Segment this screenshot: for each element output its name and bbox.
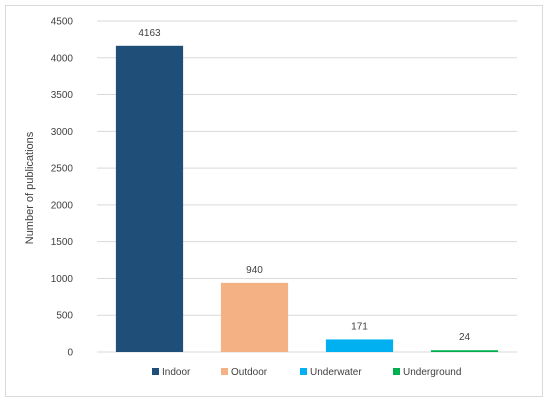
y-tick-label: 4000 [51, 53, 74, 64]
legend-label-indoor: Indoor [162, 367, 191, 378]
bar-outdoor [220, 282, 289, 352]
y-tick-label: 500 [56, 311, 73, 322]
y-tick-label: 4500 [51, 17, 74, 28]
legend-swatch-outdoor [221, 368, 228, 375]
y-axis-label: Number of publications [24, 131, 36, 244]
legend-swatch-underwater [300, 368, 307, 375]
y-axis-ticks: 0 500 1000 1500 2000 2500 3000 3500 4000 4500 [51, 17, 74, 359]
y-tick-label: 2500 [51, 164, 74, 175]
data-label-underground: 24 [459, 332, 471, 343]
data-label-indoor: 4163 [138, 28, 161, 39]
legend-label-outdoor: Outdoor [231, 367, 268, 378]
bar-underground [430, 350, 499, 352]
data-labels: 4163 940 171 24 [138, 28, 470, 343]
bar-indoor [115, 45, 184, 353]
y-tick-label: 1000 [51, 274, 74, 285]
y-tick-label: 3500 [51, 90, 74, 101]
y-tick-label: 3000 [51, 127, 74, 138]
bar-underwater [325, 339, 394, 352]
legend-swatch-indoor [152, 368, 159, 375]
legend-label-underground: Underground [403, 367, 461, 378]
bars [115, 45, 499, 353]
y-tick-label: 0 [67, 348, 73, 359]
data-label-outdoor: 940 [246, 265, 263, 276]
legend: Indoor Outdoor Underwater Underground [152, 367, 461, 378]
y-tick-label: 1500 [51, 237, 74, 248]
legend-label-underwater: Underwater [310, 367, 362, 378]
data-label-underwater: 171 [351, 321, 368, 332]
y-tick-label: 2000 [51, 200, 74, 211]
legend-swatch-underground [393, 368, 400, 375]
